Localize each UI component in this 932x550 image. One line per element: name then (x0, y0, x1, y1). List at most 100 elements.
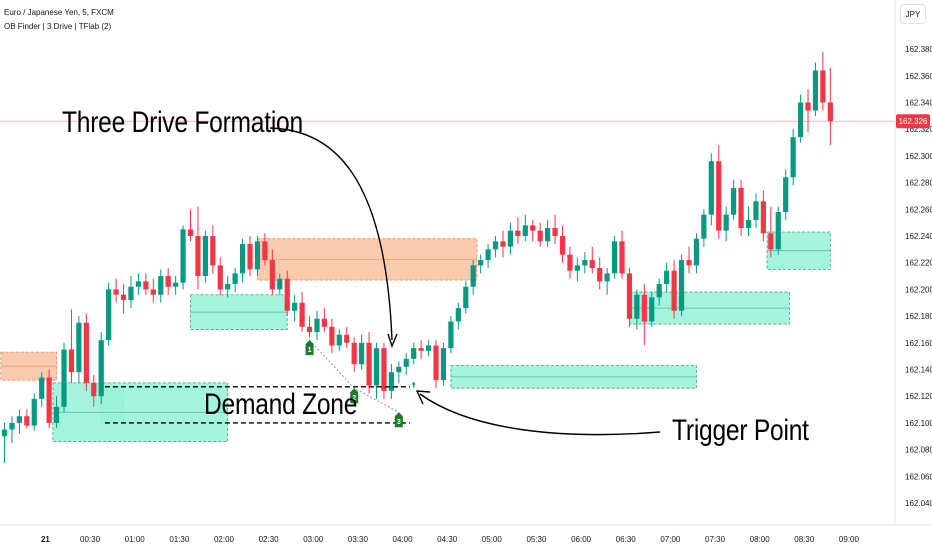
candle-body (686, 260, 692, 266)
candle-body (388, 372, 394, 391)
candle-body (522, 225, 528, 236)
candle-body (545, 227, 551, 242)
candle-body (805, 102, 811, 111)
candle-body (418, 348, 424, 351)
candle-body (731, 187, 737, 215)
candle-body (381, 348, 387, 391)
candle-body (753, 201, 759, 220)
candle-body (411, 348, 417, 359)
candle-body (396, 366, 402, 373)
candle-body (306, 326, 313, 333)
y-tick-label: 162.340 (905, 99, 932, 108)
candle-body (336, 334, 342, 346)
drive-marker-3 (394, 412, 403, 428)
candle-body (314, 318, 320, 333)
y-tick-label: 162.380 (905, 45, 932, 54)
candle-body (559, 236, 566, 255)
candle-body (254, 241, 261, 270)
candle-body (76, 322, 82, 373)
candle-body (470, 265, 476, 287)
candle-body (269, 260, 275, 290)
candle-body (611, 241, 618, 274)
candle-body (113, 289, 119, 295)
candle-body (626, 273, 633, 319)
candle-body (247, 244, 253, 270)
y-tick-label: 162.360 (905, 72, 932, 81)
candle-body (723, 214, 729, 231)
candle-body (500, 241, 506, 247)
x-tick-label: 02:00 (214, 535, 235, 544)
candle-body (277, 278, 283, 290)
candle-body (344, 334, 350, 343)
x-tick-label: 03:30 (348, 535, 369, 544)
candle-body (649, 297, 655, 322)
demand-zone-annotation: Demand Zone (204, 388, 358, 421)
candle-body (745, 219, 752, 228)
candle-body (143, 281, 149, 290)
y-tick-label: 162.220 (905, 259, 932, 268)
indicator-legend[interactable]: OB Finder | 3 Drive | TFlab (2) (4, 22, 112, 31)
candle-body (150, 289, 156, 295)
last-price-label: 162.326 (899, 117, 928, 126)
candle-body (619, 241, 625, 274)
x-tick-label: 08:00 (750, 535, 771, 544)
y-tick-label: 162.180 (905, 312, 932, 321)
candle-body (46, 377, 52, 423)
candle-body (463, 286, 469, 309)
y-tick-label: 162.100 (905, 419, 932, 428)
candle-body (567, 254, 573, 271)
candle-body (232, 273, 238, 285)
candlestick-series (1, 51, 833, 463)
candle-body (31, 398, 37, 426)
y-tick-label: 162.120 (905, 392, 932, 401)
x-tick-label: 09:00 (839, 535, 860, 544)
candle-body (425, 345, 432, 351)
candle-body (329, 326, 335, 346)
candle-body (634, 294, 640, 319)
trigger-point-arrowhead (415, 390, 431, 405)
x-tick-label: 01:30 (169, 535, 190, 544)
candle-body (597, 268, 603, 282)
x-tick-label: 08:30 (794, 535, 815, 544)
x-tick-label: 00:30 (80, 535, 101, 544)
candle-body (24, 416, 30, 426)
drive-marker-1 (305, 340, 314, 356)
candle-body (790, 137, 796, 178)
drive-marker-2 (350, 388, 359, 404)
y-tick-label: 162.040 (905, 499, 932, 508)
candle-body (135, 281, 142, 287)
three-drive-arrowhead (387, 333, 398, 348)
candle-body (604, 273, 610, 282)
x-tick-label: 06:00 (571, 535, 592, 544)
y-tick-label: 162.080 (905, 446, 932, 455)
y-tick-label: 162.280 (905, 179, 932, 188)
chart-overlay: 1 2 3 (0, 120, 895, 436)
currency-button[interactable]: JPY (900, 4, 926, 24)
candle-body (515, 230, 521, 236)
candle-body (173, 282, 179, 287)
candle-body (701, 214, 707, 239)
candle-body (641, 294, 647, 322)
candle-body (53, 406, 60, 423)
x-tick-label: 01:00 (125, 535, 146, 544)
x-tick-label: 07:00 (660, 535, 681, 544)
y-tick-label: 162.240 (905, 232, 932, 241)
candle-body (98, 340, 104, 397)
y-tick-label: 162.260 (905, 205, 932, 214)
candle-body (582, 260, 588, 266)
candle-body (359, 342, 365, 365)
candle-body (664, 270, 670, 285)
y-tick-label: 162.300 (905, 152, 932, 161)
candle-body (812, 70, 819, 111)
candle-body (693, 238, 700, 266)
candle-body (485, 249, 491, 261)
x-tick-label: 02:30 (259, 535, 280, 544)
candle-body (120, 294, 127, 301)
candle-body (589, 260, 595, 269)
candle-body (195, 236, 201, 277)
x-tick-label: 21 (41, 535, 50, 544)
x-tick-label: 04:00 (393, 535, 414, 544)
y-tick-label: 162.060 (905, 472, 932, 481)
candle-body (775, 211, 781, 250)
